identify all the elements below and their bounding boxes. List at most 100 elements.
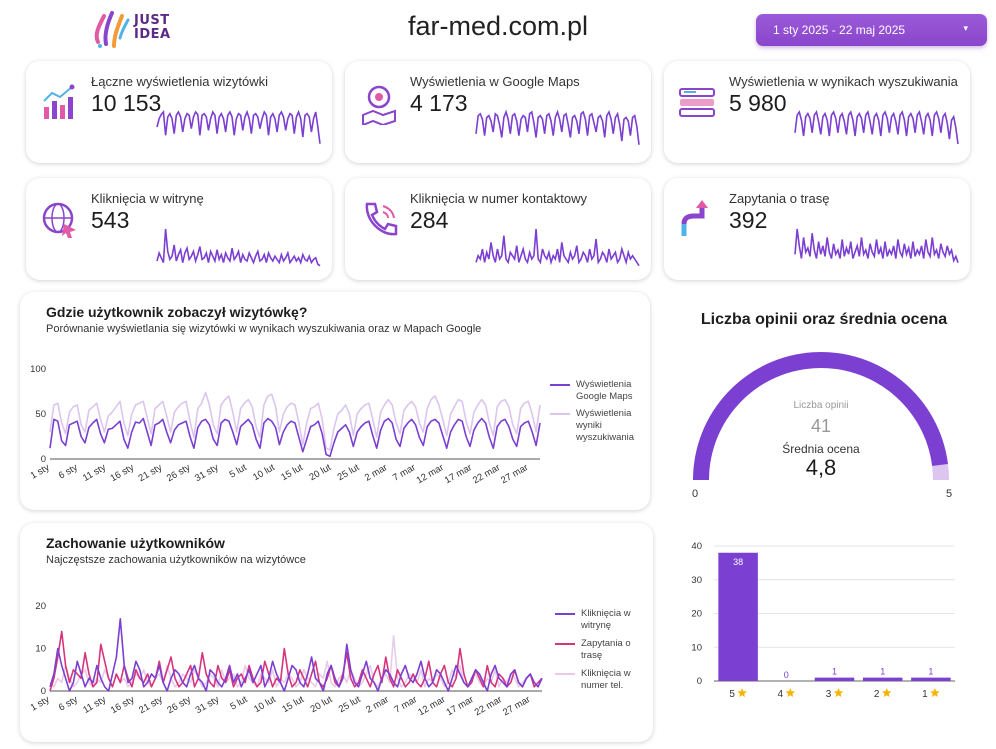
kpi-label: Łączne wyświetlenia wizytówki — [91, 74, 269, 89]
x-tick-label: 1 sty — [29, 694, 52, 714]
logo-text: JUST IDEA — [134, 14, 171, 42]
review-count-value: 41 — [811, 416, 831, 436]
y-tick-label: 0 — [41, 454, 46, 465]
views-chart-subtitle: Porównanie wyświetlania się wizytówki w … — [46, 323, 482, 335]
reviews-title: Liczba opinii oraz średnia ocena — [700, 311, 948, 328]
behaviour-legend: Kliknięcia w witrynę Zapytania o trasę K… — [555, 608, 650, 698]
caret-down-icon: ▾ — [963, 23, 968, 33]
x-tick-label: 21 sty — [137, 694, 165, 716]
kpi-label: Kliknięcia w numer kontaktowy — [410, 191, 588, 206]
sparkline-series — [794, 110, 959, 145]
category-label: 1 — [922, 689, 928, 700]
x-tick-label: 11 sty — [81, 694, 108, 716]
category-label: 2 — [874, 689, 880, 700]
x-tick-label: 22 mar — [473, 694, 504, 718]
star-icon — [785, 688, 796, 697]
rating-bar — [718, 552, 758, 681]
x-tick-label: 12 mar — [416, 694, 447, 718]
behaviour-line-chart: 0 10 20 1 sty 6 sty 11 sty 16 sty 21 sty 26 sty 3… — [29, 601, 543, 718]
bar-chart-icon — [43, 84, 75, 119]
rating-bar — [862, 677, 903, 681]
star-icon — [737, 688, 747, 697]
legend-label-website: Kliknięcia w witrynę — [581, 608, 631, 631]
series-line — [49, 635, 543, 688]
date-range-label: 1 sty 2025 - 22 maj 2025 — [773, 23, 906, 37]
category-label: 3 — [826, 689, 832, 700]
x-tick-label: 10 lut — [252, 694, 278, 715]
y-tick-label: 10 — [35, 644, 46, 655]
category-label: 4 — [778, 689, 784, 700]
series-line — [49, 391, 541, 451]
kpi-card-phone-clicks: Kliknięcia w numer kontaktowy 284 — [345, 178, 651, 280]
kpi-value: 5 980 — [729, 90, 787, 116]
legend-label-route: Zapytania o trasę — [581, 638, 631, 661]
y-tick-label: 0 — [697, 676, 702, 687]
sparkline-series — [156, 228, 321, 267]
bar-value-label: 38 — [733, 557, 743, 567]
logo-line2: IDEA — [134, 27, 171, 42]
x-tick-label: 5 lut — [228, 694, 249, 713]
kpi-value: 392 — [729, 207, 768, 233]
x-tick-label: 17 mar — [445, 694, 476, 718]
date-range-picker[interactable]: 1 sty 2025 - 22 maj 2025 ▾ — [756, 14, 987, 46]
x-tick-label: 2 mar — [364, 694, 391, 716]
y-tick-label: 0 — [41, 686, 46, 697]
x-tick-label: 15 lut — [280, 694, 306, 715]
x-tick-label: 27 mar — [501, 694, 532, 718]
x-tick-label: 31 sty — [194, 694, 222, 716]
kpi-label: Wyświetlenia w Google Maps — [410, 74, 580, 89]
kpi-sparkline — [794, 228, 959, 263]
x-tick-label: 27 mar — [499, 462, 530, 486]
x-tick-label: 16 sty — [109, 694, 137, 716]
kpi-value: 4 173 — [410, 90, 468, 116]
star-icon — [881, 688, 892, 697]
kpi-card-maps-views: Wyświetlenia w Google Maps 4 173 — [345, 61, 651, 163]
kpi-label: Wyświetlenia w wynikach wyszukiwania — [729, 74, 958, 89]
legend-label-search: Wyświetlenia wyniki wyszukiwania — [576, 408, 635, 443]
logo: JUST IDEA — [92, 8, 178, 52]
x-tick-label: 25 lut — [336, 462, 362, 483]
y-tick-label: 10 — [691, 642, 702, 653]
average-rating-label: Średnia ocena — [782, 441, 860, 456]
x-tick-label: 2 mar — [363, 462, 390, 484]
map-pin-icon — [362, 85, 396, 125]
kpi-card-search-views: Wyświetlenia w wynikach wyszukiwania 5 9… — [664, 61, 970, 163]
series-line — [49, 417, 541, 458]
route-arrow-icon — [681, 200, 708, 236]
average-rating-value: 4,8 — [806, 455, 837, 480]
bar-value-label: 0 — [784, 670, 789, 680]
phone-icon — [365, 202, 398, 236]
x-tick-label: 26 sty — [165, 694, 193, 716]
kpi-sparkline — [156, 109, 321, 144]
rating-bar — [911, 677, 951, 681]
behaviour-chart-card: Zachowanie użytkowników Najczęstsze zach… — [20, 523, 653, 742]
x-tick-label: 15 lut — [279, 462, 305, 483]
x-tick-label: 20 lut — [307, 462, 333, 483]
y-tick-label: 20 — [35, 601, 46, 612]
y-tick-label: 100 — [30, 364, 46, 375]
x-tick-label: 26 sty — [165, 462, 193, 484]
legend-swatch-search — [550, 413, 570, 415]
y-tick-label: 20 — [691, 609, 702, 620]
kpi-card-total-views: Łączne wyświetlenia wizytówki 10 153 — [26, 61, 332, 163]
legend-swatch-website — [555, 613, 575, 615]
x-tick-label: 12 mar — [415, 462, 446, 486]
legend-swatch-phone — [555, 673, 575, 675]
sparkline-series — [475, 228, 640, 267]
behaviour-chart-title: Zachowanie użytkowników — [46, 535, 225, 551]
kpi-value: 543 — [91, 207, 130, 233]
x-tick-label: 17 mar — [443, 462, 474, 486]
kpi-card-route-requests: Zapytania o trasę 392 — [664, 178, 970, 280]
sparkline-series — [794, 228, 959, 263]
sparkline-series — [475, 109, 640, 145]
behaviour-chart-subtitle: Najczęstsze zachowania użytkowników na w… — [46, 554, 306, 566]
views-chart-card: Gdzie użytkownik zobaczył wizytówkę? Por… — [20, 292, 650, 510]
x-tick-label: 25 lut — [337, 694, 363, 715]
kpi-sparkline — [475, 109, 640, 145]
bar-value-label: 1 — [832, 667, 837, 677]
kpi-value: 10 153 — [91, 90, 162, 116]
legend-swatch-maps — [550, 384, 570, 386]
x-tick-label: 31 sty — [193, 462, 221, 484]
logo-mark-icon — [94, 11, 130, 48]
